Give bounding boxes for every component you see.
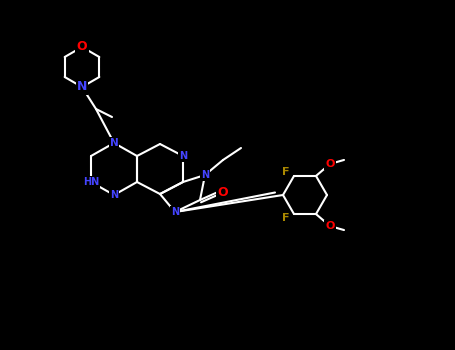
Text: N: N — [201, 170, 209, 180]
Text: F: F — [282, 213, 290, 223]
Text: O: O — [325, 221, 335, 231]
Text: F: F — [282, 167, 290, 177]
Text: N: N — [171, 207, 179, 217]
Text: O: O — [325, 159, 335, 169]
Text: N: N — [110, 138, 118, 148]
Text: N: N — [179, 151, 187, 161]
Text: O: O — [77, 41, 87, 54]
Text: N: N — [77, 80, 87, 93]
Text: N: N — [110, 190, 118, 200]
Text: HN: HN — [83, 177, 99, 187]
Text: O: O — [217, 186, 228, 198]
